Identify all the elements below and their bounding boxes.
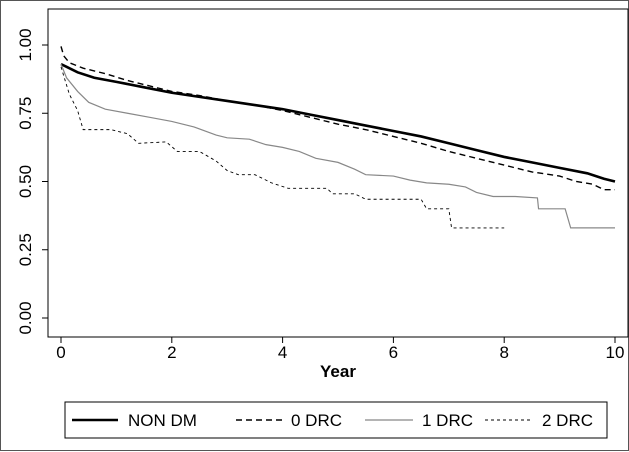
legend-label: 2 DRC [542, 411, 593, 430]
series-line-1-drc [60, 63, 615, 229]
x-tick-label: 0 [56, 343, 65, 362]
plot-frame [47, 8, 629, 338]
x-tick-label: 6 [389, 343, 398, 362]
x-tick-label: 10 [606, 343, 625, 362]
legend-label: 1 DRC [422, 411, 473, 430]
legend-label: 0 DRC [291, 411, 342, 430]
x-tick-label: 2 [167, 343, 176, 362]
y-tick-label: 0.00 [16, 301, 35, 334]
y-tick-label: 0.75 [16, 97, 35, 130]
legend-label: NON DM [128, 411, 197, 430]
y-tick-label: 0.25 [16, 233, 35, 266]
x-tick-label: 8 [499, 343, 508, 362]
x-axis-title: Year [320, 362, 356, 381]
y-tick-label: 1.00 [16, 28, 35, 61]
series-line-0-drc [60, 46, 615, 191]
y-tick-label: 0.50 [16, 165, 35, 198]
series-line-2-drc [60, 66, 505, 229]
x-tick-label: 4 [278, 343, 287, 362]
series-line-non-dm [60, 62, 616, 183]
